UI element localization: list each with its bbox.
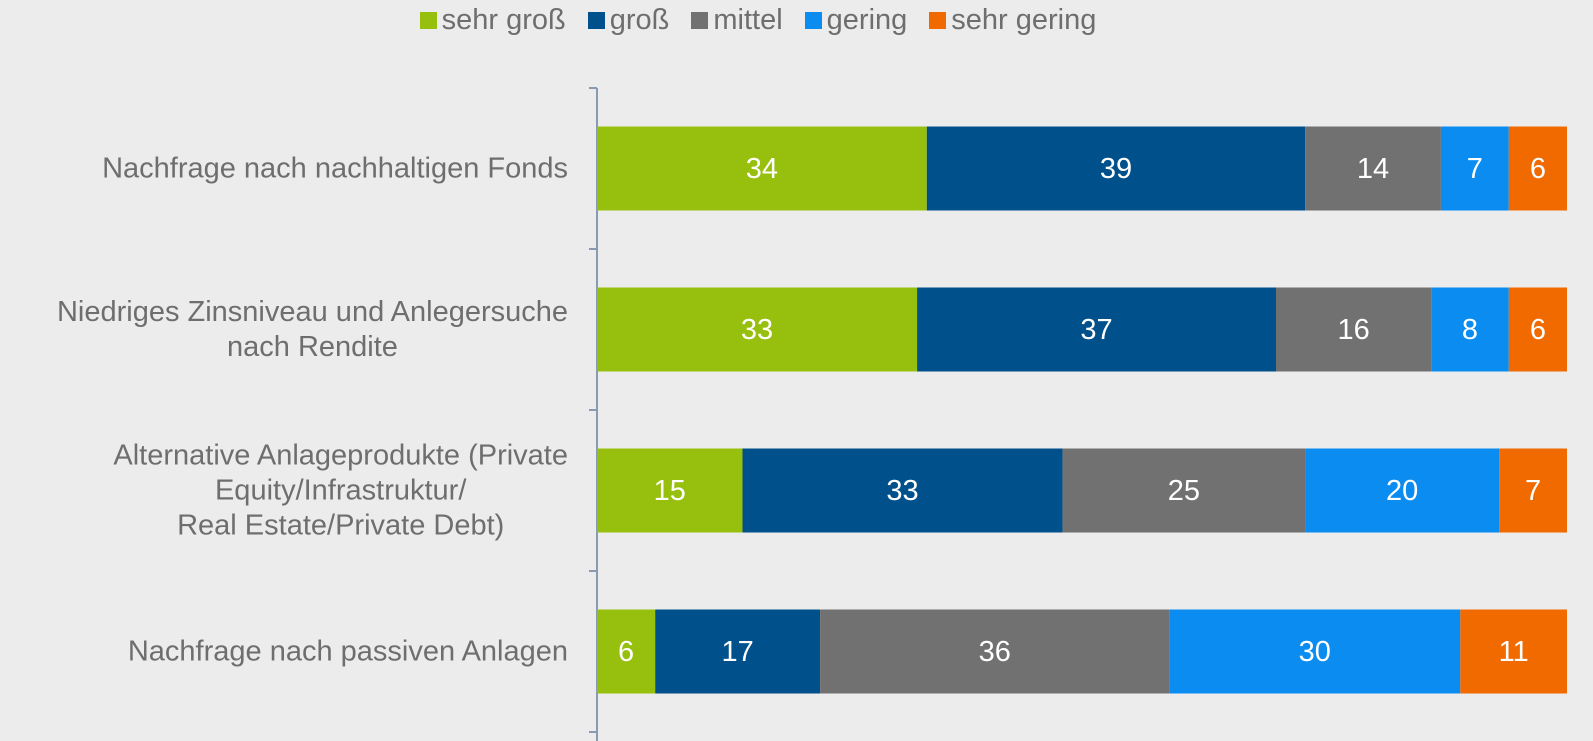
legend-label: gering [826,4,908,36]
data-label: 6 [1530,153,1546,185]
bar-segment [917,287,1276,372]
data-label: 17 [722,636,754,668]
legend-item: sehr gering [929,4,1096,37]
bar-segment [1276,287,1432,372]
category-label: Nachfrage nach passiven Anlagen [127,635,568,667]
bar-segment [1305,448,1500,533]
bar-segment [1169,609,1461,694]
data-label: 33 [886,475,918,507]
bar-segment [1431,287,1509,372]
legend-item: groß [587,4,670,37]
category-label: Alternative Anlageprodukte (Private Equi… [113,439,568,541]
legend-swatch [419,12,437,29]
data-label: 33 [741,314,773,346]
bar-segment [597,609,656,694]
data-label: 34 [746,153,778,185]
legend-item: gering [804,4,908,37]
data-label: 7 [1525,475,1541,507]
data-label: 6 [1530,314,1546,346]
legend: sehr groß groß mittel gering sehr gering [0,4,1516,37]
legend-label: mittel [713,4,783,36]
data-label: 6 [618,636,634,668]
data-label: 30 [1299,636,1331,668]
bar-segment [1508,126,1567,211]
data-label: 25 [1168,475,1200,507]
legend-swatch [804,12,822,29]
bar-segment [820,609,1170,694]
data-label: 20 [1386,475,1418,507]
data-label: 15 [654,475,686,507]
legend-label: sehr groß [441,4,566,36]
bar-segment [1305,126,1441,211]
data-label: 37 [1080,314,1112,346]
bar-segment [1508,287,1567,372]
legend-swatch [691,12,709,29]
data-label: 11 [1499,636,1529,668]
bar-segment [597,126,927,211]
data-label: 14 [1357,153,1389,185]
bar-segment [597,287,918,372]
bar-segment [1460,609,1567,694]
bar-segment [655,609,821,694]
bar-segment [742,448,1063,533]
data-label: 39 [1100,153,1132,185]
bar-segment [597,448,743,533]
legend-item: mittel [691,4,783,37]
legend-label: sehr gering [951,4,1097,36]
data-label: 36 [979,636,1011,668]
data-label: 16 [1337,314,1369,346]
legend-swatch [587,12,605,29]
legend-swatch [929,12,947,29]
data-label: 7 [1467,153,1483,185]
legend-label: groß [609,4,670,36]
legend-item: sehr groß [419,4,566,37]
data-label: 8 [1462,314,1478,346]
bar-segment [1062,448,1306,533]
category-label: Niedriges Zinsniveau und Anlegersuche na… [56,295,568,363]
bar-segment [926,126,1306,211]
bar-segment [1499,448,1567,533]
bar-segment [1440,126,1509,211]
category-label: Nachfrage nach nachhaltigen Fonds [102,152,568,184]
